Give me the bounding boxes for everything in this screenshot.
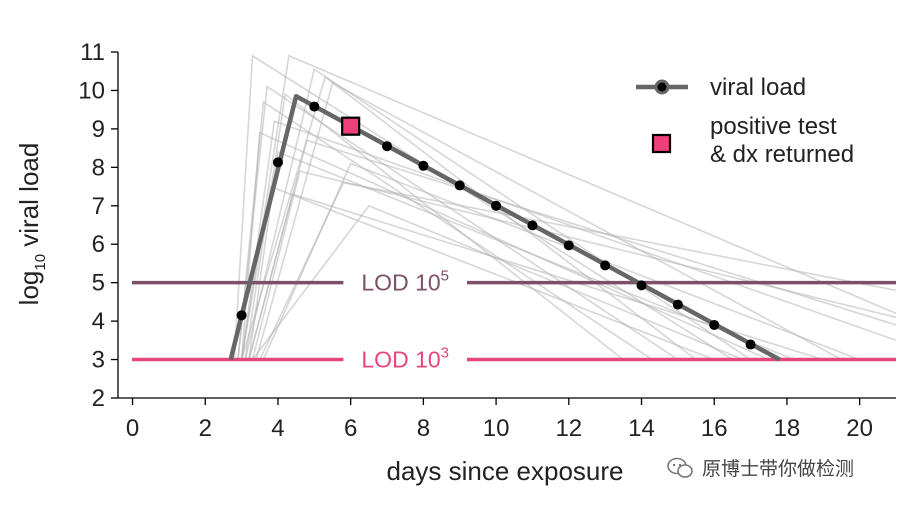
y-axis-label: log10 viral load bbox=[14, 143, 49, 306]
background-trajectory-2 bbox=[244, 67, 752, 361]
x-tick-label-10: 10 bbox=[483, 415, 510, 442]
data-point-7 bbox=[527, 220, 538, 231]
legend-viral-load-marker bbox=[654, 79, 670, 95]
legend-positive-label-line1: positive test bbox=[710, 113, 837, 140]
background-trajectory-15 bbox=[248, 139, 897, 360]
legend-viral-load-label: viral load bbox=[710, 74, 806, 101]
positive-test-marker bbox=[341, 116, 361, 136]
y-tick-label-8: 8 bbox=[92, 154, 105, 181]
background-trajectory-1 bbox=[240, 54, 897, 360]
data-point-3 bbox=[382, 141, 393, 152]
x-tick-label-6: 6 bbox=[344, 415, 357, 442]
y-tick-label-5: 5 bbox=[92, 270, 105, 297]
legend-positive-marker bbox=[651, 133, 672, 154]
background-trajectory-13 bbox=[240, 131, 770, 361]
background-trajectory-7 bbox=[251, 170, 897, 360]
lod-reference-lines: LOD 105 LOD 103 bbox=[132, 268, 896, 373]
data-point-9 bbox=[600, 260, 611, 271]
x-tick-label-14: 14 bbox=[628, 415, 655, 442]
background-trajectory-16 bbox=[251, 204, 744, 361]
data-point-12 bbox=[709, 319, 720, 330]
y-tick-label-3: 3 bbox=[92, 347, 105, 374]
data-point-10 bbox=[636, 280, 647, 291]
viral-load-series bbox=[228, 93, 781, 362]
x-tick-label-16: 16 bbox=[701, 415, 728, 442]
legend-positive-label-line2: & dx returned bbox=[710, 141, 854, 168]
data-point-0 bbox=[236, 310, 247, 321]
data-point-13 bbox=[745, 339, 756, 350]
x-tick-label-0: 0 bbox=[126, 415, 139, 442]
y-tick-label-4: 4 bbox=[92, 308, 105, 335]
x-tick-label-20: 20 bbox=[846, 415, 873, 442]
x-tick-label-4: 4 bbox=[271, 415, 284, 442]
lod-label-5: LOD 105 bbox=[361, 268, 449, 296]
watermark-text: 原博士带你做检测 bbox=[702, 458, 854, 480]
background-trajectories bbox=[233, 54, 897, 361]
legend: viral load positive test & dx returned bbox=[636, 74, 854, 168]
data-point-6 bbox=[491, 200, 502, 211]
data-point-4 bbox=[418, 160, 429, 171]
x-tick-label-18: 18 bbox=[774, 415, 801, 442]
watermark: 原博士带你做检测 bbox=[667, 457, 854, 480]
background-trajectory-3 bbox=[240, 75, 697, 361]
y-tick-label-6: 6 bbox=[92, 231, 105, 258]
y-tick-label-2: 2 bbox=[92, 385, 105, 412]
y-tick-label-9: 9 bbox=[92, 116, 105, 143]
y-tick-label-7: 7 bbox=[92, 193, 105, 220]
background-trajectory-14 bbox=[262, 162, 860, 361]
data-point-11 bbox=[672, 299, 683, 310]
data-point-8 bbox=[563, 240, 574, 251]
y-tick-label-10: 10 bbox=[78, 77, 105, 104]
background-trajectory-8 bbox=[259, 181, 897, 360]
data-point-5 bbox=[454, 180, 465, 191]
background-trajectory-17 bbox=[237, 85, 679, 361]
data-point-2 bbox=[309, 101, 320, 112]
data-point-1 bbox=[272, 157, 283, 168]
background-trajectory-0 bbox=[233, 54, 733, 361]
wechat-icon bbox=[667, 457, 693, 478]
lod-label-3: LOD 103 bbox=[361, 345, 449, 373]
x-axis-label: days since exposure bbox=[386, 456, 623, 486]
x-tick-label-12: 12 bbox=[555, 415, 582, 442]
background-trajectory-6 bbox=[248, 150, 795, 361]
background-trajectory-12 bbox=[255, 81, 842, 361]
y-tick-label-11: 11 bbox=[80, 39, 105, 66]
x-tick-label-2: 2 bbox=[199, 415, 212, 442]
series-line-viral-load bbox=[228, 93, 781, 362]
x-tick-label-8: 8 bbox=[417, 415, 430, 442]
background-trajectory-11 bbox=[244, 92, 624, 361]
